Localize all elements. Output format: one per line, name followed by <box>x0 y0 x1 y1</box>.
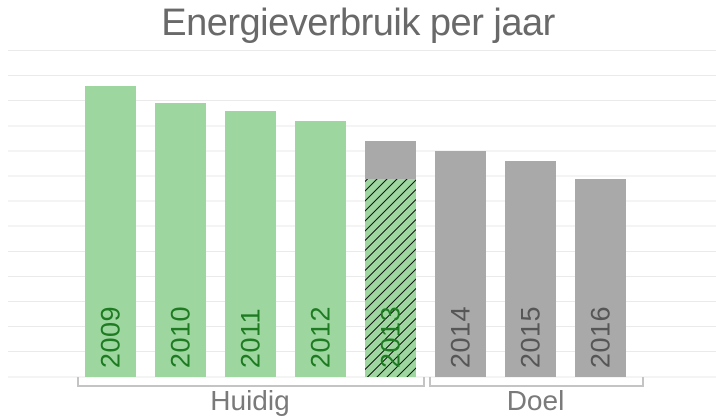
bar-label-2016: 2016 <box>585 305 615 368</box>
bar-label-2012: 2012 <box>305 305 335 368</box>
bar-2009: 2009 <box>85 86 136 377</box>
bar-2014: 2014 <box>435 151 486 377</box>
chart-title: Energieverbruik per jaar <box>161 2 555 44</box>
bar-2016: 2016 <box>575 179 626 377</box>
bar-label-2011: 2011 <box>235 307 265 368</box>
bar-2011: 2011 <box>225 111 276 377</box>
group-bracket-doel <box>429 377 644 387</box>
bar-2012: 2012 <box>295 121 346 377</box>
bar-2015: 2015 <box>505 161 556 377</box>
bar-label-2015: 2015 <box>515 305 545 368</box>
group-label-doel: Doel <box>506 385 565 416</box>
bar-label-2013: 2013 <box>375 305 405 368</box>
group-label-huidig: Huidig <box>210 385 290 416</box>
bar-2013: 2013 <box>365 141 416 377</box>
group-bracket-huidig <box>77 377 425 387</box>
bar-label-2010: 2010 <box>165 305 195 368</box>
bar-label-2014: 2014 <box>445 305 475 368</box>
gray-cap-2013 <box>365 141 416 179</box>
bar-label-2009: 2009 <box>95 305 125 368</box>
bar-2010: 2010 <box>155 103 206 377</box>
